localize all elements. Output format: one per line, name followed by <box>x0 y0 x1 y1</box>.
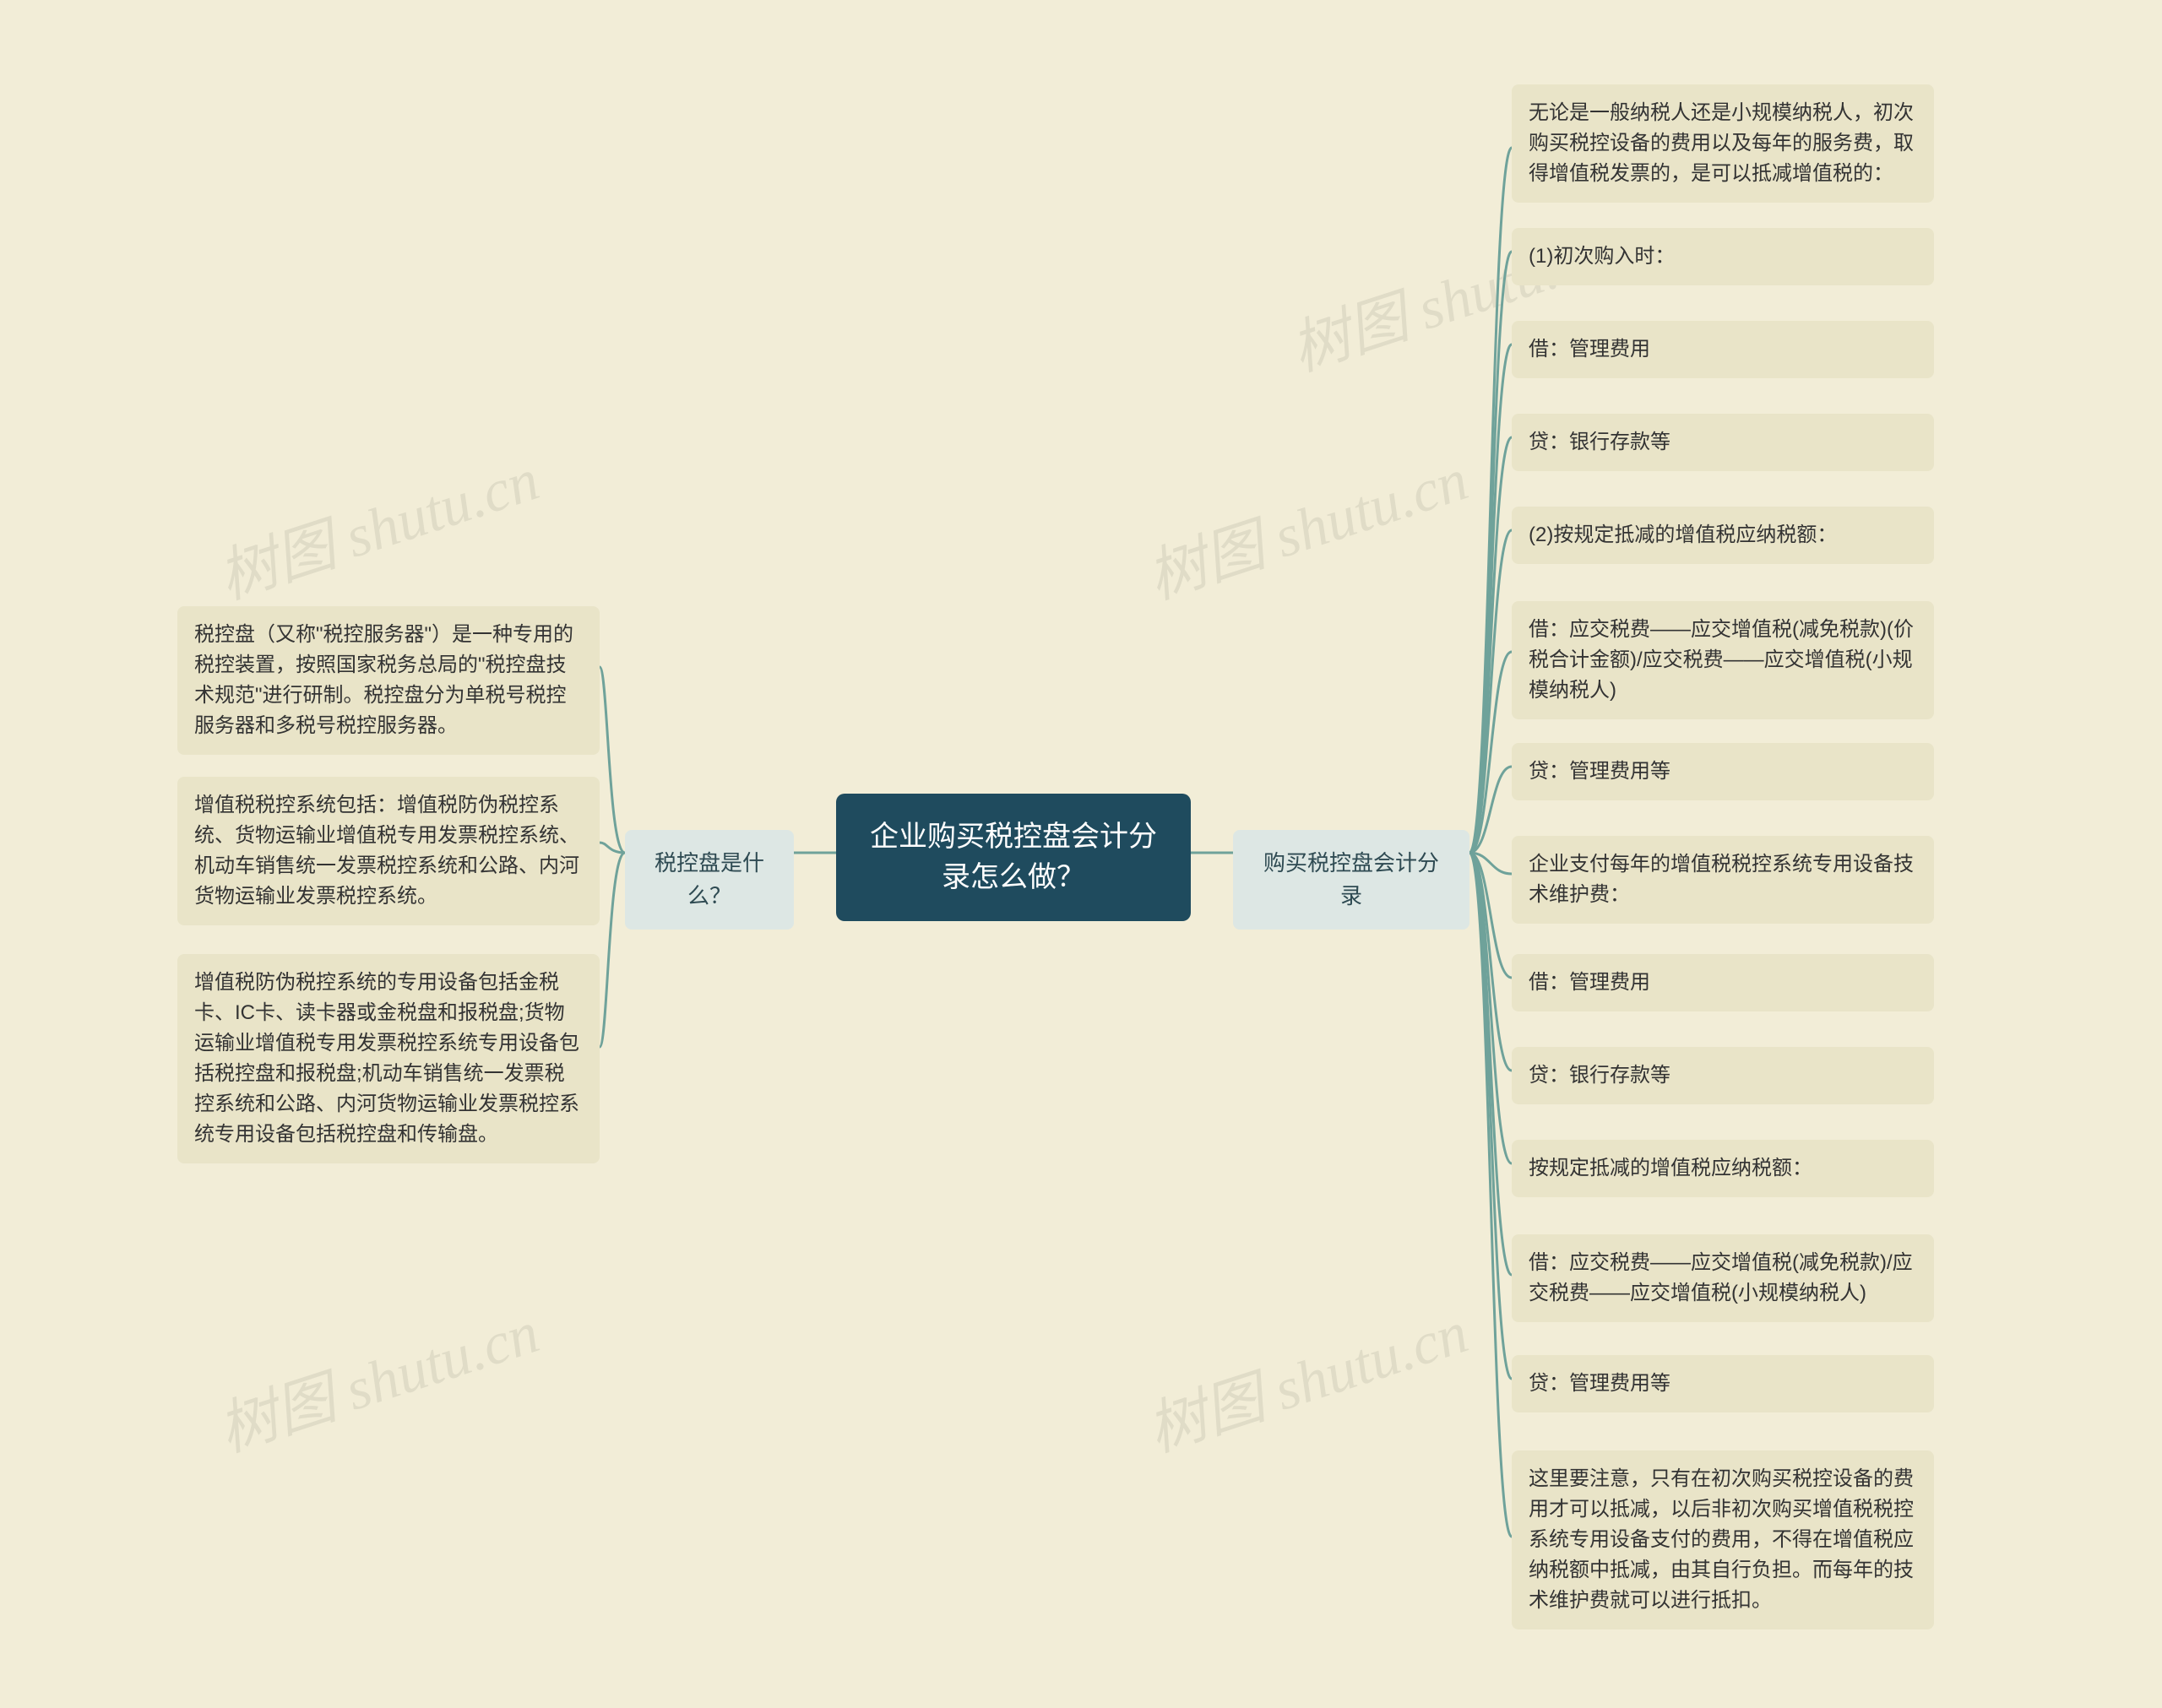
right-leaf-0[interactable]: 无论是一般纳税人还是小规模纳税人，初次购买税控设备的费用以及每年的服务费，取得增… <box>1512 84 1934 203</box>
watermark: 树图 shutu.cn <box>206 1285 548 1468</box>
right-leaf-6[interactable]: 贷：管理费用等 <box>1512 743 1934 800</box>
right-leaf-10[interactable]: 按规定抵减的增值税应纳税额： <box>1512 1140 1934 1197</box>
watermark: 树图 shutu.cn <box>1135 432 1477 615</box>
right-leaf-5[interactable]: 借：应交税费——应交增值税(减免税款)(价税合计金额)/应交税费——应交增值税(… <box>1512 601 1934 719</box>
left-leaf-2[interactable]: 增值税防伪税控系统的专用设备包括金税卡、IC卡、读卡器或金税盘和报税盘;货物运输… <box>177 954 600 1163</box>
right-leaf-3[interactable]: 贷：银行存款等 <box>1512 414 1934 471</box>
watermark: 树图 shutu.cn <box>1135 1285 1477 1468</box>
right-leaf-9[interactable]: 贷：银行存款等 <box>1512 1047 1934 1104</box>
left-branch[interactable]: 税控盘是什么？ <box>625 830 794 930</box>
right-leaf-2[interactable]: 借：管理费用 <box>1512 321 1934 378</box>
root-node[interactable]: 企业购买税控盘会计分录怎么做？ <box>836 794 1191 921</box>
right-leaf-1[interactable]: (1)初次购入时： <box>1512 228 1934 285</box>
left-leaf-0[interactable]: 税控盘（又称"税控服务器"）是一种专用的税控装置，按照国家税务总局的"税控盘技术… <box>177 606 600 755</box>
right-leaf-11[interactable]: 借：应交税费——应交增值税(减免税款)/应交税费——应交增值税(小规模纳税人) <box>1512 1234 1934 1322</box>
right-leaf-12[interactable]: 贷：管理费用等 <box>1512 1355 1934 1412</box>
right-branch[interactable]: 购买税控盘会计分录 <box>1233 830 1469 930</box>
right-leaf-13[interactable]: 这里要注意，只有在初次购买税控设备的费用才可以抵减，以后非初次购买增值税税控系统… <box>1512 1450 1934 1629</box>
right-leaf-8[interactable]: 借：管理费用 <box>1512 954 1934 1011</box>
right-leaf-4[interactable]: (2)按规定抵减的增值税应纳税额： <box>1512 507 1934 564</box>
left-leaf-1[interactable]: 增值税税控系统包括：增值税防伪税控系统、货物运输业增值税专用发票税控系统、机动车… <box>177 777 600 925</box>
watermark: 树图 shutu.cn <box>206 432 548 615</box>
right-leaf-7[interactable]: 企业支付每年的增值税税控系统专用设备技术维护费： <box>1512 836 1934 924</box>
